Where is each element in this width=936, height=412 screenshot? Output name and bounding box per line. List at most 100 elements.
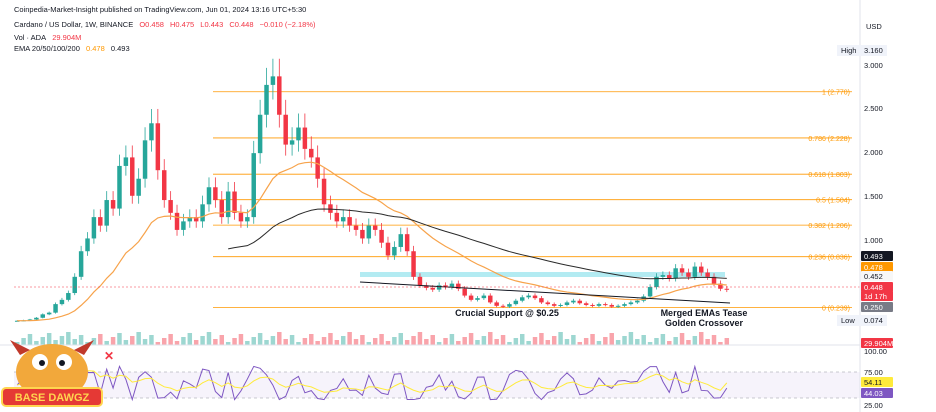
price-scale[interactable]: 3.000 2.500 2.000 1.500 1.000 0.250 100.00 75.0… xyxy=(861,61,893,410)
ema-fast-line xyxy=(17,161,727,322)
volume-legend[interactable]: Vol · ADA 29.904M xyxy=(14,33,85,43)
volume-bar xyxy=(404,340,410,345)
candle-body xyxy=(526,295,531,298)
volume-bar xyxy=(117,333,122,345)
candle-body xyxy=(353,225,359,230)
volume-bar xyxy=(462,337,467,345)
fib-level-label: 0.786 (2.228) xyxy=(808,136,850,143)
ohlc-low: L0.443 xyxy=(200,20,224,29)
candle-body xyxy=(14,320,20,322)
currency-button[interactable]: USD xyxy=(866,22,882,31)
volume-bar xyxy=(270,336,276,345)
candle-body xyxy=(583,303,589,305)
scale-tick: 25.00 xyxy=(864,401,883,410)
price-badge-text: 0.493 xyxy=(864,252,883,261)
candle-body xyxy=(315,157,320,179)
volume-bar xyxy=(494,339,499,345)
candle-body xyxy=(334,212,340,222)
volume-bar xyxy=(59,336,65,345)
candle-body xyxy=(379,229,384,243)
candle-body xyxy=(507,304,512,307)
volume-bar xyxy=(200,336,205,345)
candle-body xyxy=(711,276,717,284)
volume-bar xyxy=(206,332,212,345)
candle-body xyxy=(40,314,46,318)
base-dawgz-logo: ✕ BASE DAWGZ xyxy=(1,340,114,407)
volume-value: 29.904M xyxy=(52,33,82,42)
symbol-name[interactable]: Cardano / US Dollar, 1W, BINANCE xyxy=(14,20,134,29)
volume-bar xyxy=(187,333,193,345)
volume-bar xyxy=(590,334,595,345)
symbol-legend[interactable]: Cardano / US Dollar, 1W, BINANCE O0.458 … xyxy=(14,20,320,30)
candle-body xyxy=(321,178,327,205)
candle-body xyxy=(206,187,212,205)
volume-bar xyxy=(53,340,58,345)
volume-bar xyxy=(500,335,506,345)
emas-annotation-line1: Merged EMAs Tease xyxy=(661,308,748,318)
ohlc-open: O0.458 xyxy=(139,20,164,29)
ema-legend[interactable]: EMA 20/50/100/200 0.478 0.493 xyxy=(14,44,134,54)
candle-body xyxy=(462,288,467,296)
volume-bar xyxy=(615,340,621,345)
volume-bar xyxy=(526,341,531,345)
volume-bar xyxy=(628,332,634,345)
resistance-zone[interactable] xyxy=(360,272,725,277)
volume-bar xyxy=(257,333,263,345)
fib-level-label: 0.618 (1.803) xyxy=(808,172,850,179)
candle-body xyxy=(673,268,678,279)
price-badge-text: 29.904M xyxy=(864,339,893,348)
volume-bar xyxy=(443,338,448,345)
candle-body xyxy=(238,212,244,222)
volume-bar xyxy=(245,341,250,345)
volume-bar xyxy=(193,340,199,345)
volume-bar xyxy=(213,339,218,345)
volume-bar xyxy=(264,340,269,345)
low-value: 0.074 xyxy=(864,316,883,325)
scale-tick: 1.500 xyxy=(864,192,883,201)
volume-bar xyxy=(130,336,135,345)
scale-tick: 2.500 xyxy=(864,104,883,113)
low-label: Low xyxy=(841,316,855,325)
volume-bar xyxy=(149,335,154,345)
candle-body xyxy=(558,304,563,306)
candle-body xyxy=(449,283,455,288)
volume-bar xyxy=(289,335,295,345)
candle-body xyxy=(104,200,109,226)
candle-body xyxy=(724,288,730,290)
candle-body xyxy=(340,217,346,222)
ohlc-high: H0.475 xyxy=(170,20,195,29)
price-badge-text: 0.448 xyxy=(864,283,883,292)
volume-bars xyxy=(14,332,730,345)
trend-line[interactable] xyxy=(359,281,731,304)
candle-body xyxy=(577,300,583,304)
candle-body xyxy=(468,295,474,300)
volume-bar xyxy=(66,332,71,345)
price-badge-text: 0.250 xyxy=(864,303,883,312)
candle-body xyxy=(149,123,154,141)
fibonacci-retracement[interactable]: 1 (2.770) 0.786 (2.228) 0.618 (1.803) 0.5 (… xyxy=(213,90,852,313)
candle-body xyxy=(456,283,461,289)
volume-bar xyxy=(321,337,327,345)
price-badge-text: 0.478 xyxy=(864,263,883,272)
volume-bar xyxy=(161,338,167,345)
publish-text: Coinpedia-Market-Insight published on Tr… xyxy=(14,5,307,14)
volume-bar xyxy=(698,332,704,345)
volume-bar xyxy=(622,336,627,345)
candle-body xyxy=(417,276,423,286)
candle-body xyxy=(372,225,378,230)
volume-bar xyxy=(142,339,148,345)
volume-bar xyxy=(647,342,653,345)
candle-body xyxy=(251,153,256,218)
fib-level-label: 0.5 (1.504) xyxy=(816,198,850,205)
volume-bar xyxy=(283,339,288,345)
scale-tick: 75.00 xyxy=(864,368,883,377)
volume-bar xyxy=(673,337,678,345)
candle-body xyxy=(59,299,65,305)
candle-body xyxy=(443,285,448,288)
price-badge: 0.478 xyxy=(861,262,893,272)
candle-body xyxy=(603,304,608,306)
volume-bar xyxy=(315,341,320,345)
candle-body xyxy=(117,165,122,209)
candle-body xyxy=(500,305,506,307)
